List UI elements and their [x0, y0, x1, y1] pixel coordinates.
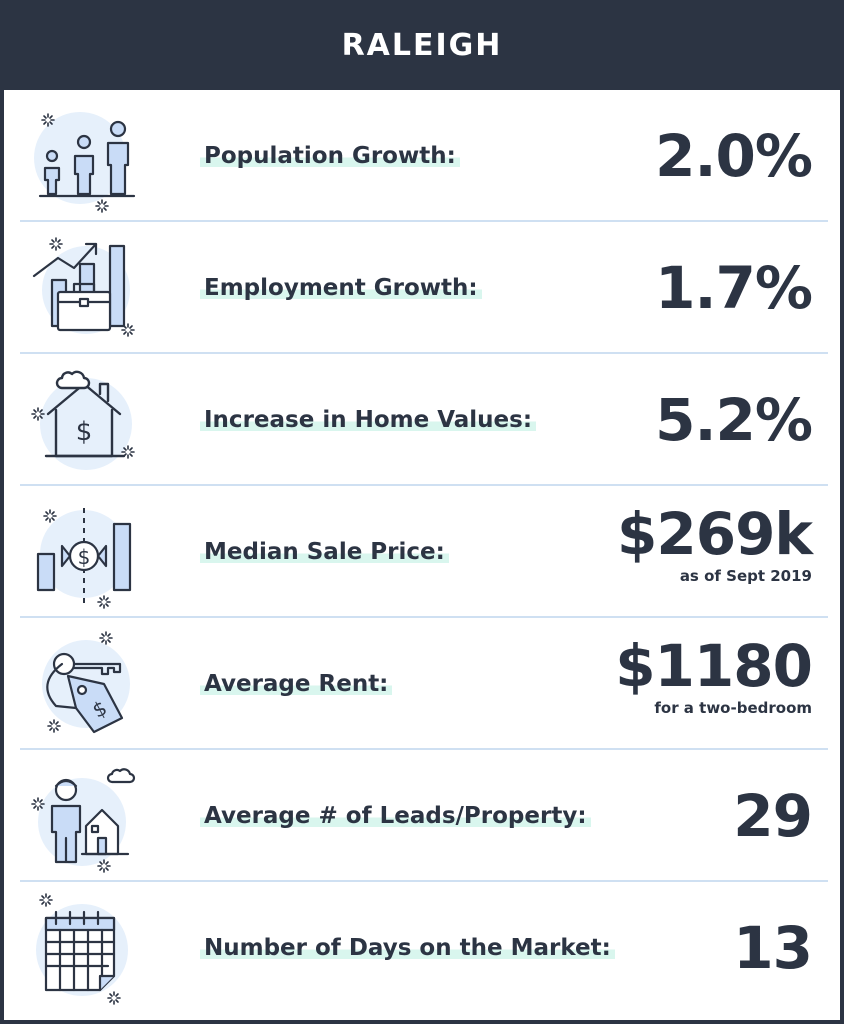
stat-row-median-sale-price: $ Median Sale Price: $269k as of Sept 20…: [4, 486, 840, 618]
stat-value: 2.0%: [655, 122, 813, 190]
stat-value: 1.7%: [655, 254, 813, 322]
stat-row-days-on-market: Number of Days on the Market: 13: [4, 882, 840, 1014]
row-divider: [20, 616, 828, 618]
stat-label: Average Rent:: [200, 671, 393, 697]
stat-value: $1180 for a two-bedroom: [615, 632, 813, 718]
stat-label: Increase in Home Values:: [200, 407, 537, 433]
stat-row-leads-per-property: Average # of Leads/Property: 29: [4, 750, 840, 882]
stat-row-average-rent: $ Average Rent: $1180 for a two-bedroom: [4, 618, 840, 750]
svg-text:$: $: [78, 545, 91, 569]
header: RALEIGH: [0, 0, 844, 90]
stat-value-note: for a two-bedroom: [654, 699, 812, 717]
stat-row-home-values: $ Increase in Home Values: 5.2%: [4, 354, 840, 486]
population-icon: [34, 112, 136, 213]
row-divider: [20, 220, 828, 222]
row-divider: [20, 880, 828, 882]
stat-value-main: 1.7%: [655, 254, 813, 322]
svg-text:$: $: [76, 417, 93, 447]
stat-label: Population Growth:: [200, 143, 460, 169]
briefcase-chart-icon: [32, 237, 135, 337]
page-title: RALEIGH: [341, 27, 503, 63]
row-divider: [20, 352, 828, 354]
stat-value-note: as of Sept 2019: [679, 567, 812, 585]
stat-row-employment-growth: Employment Growth: 1.7%: [4, 222, 840, 354]
key-tag-icon: $: [42, 631, 130, 734]
stat-value: 29: [733, 782, 813, 850]
stat-value: 13: [733, 914, 813, 982]
stat-value-main: 29: [733, 782, 813, 850]
stat-label: Employment Growth:: [200, 275, 482, 301]
stat-value-main: $1180: [615, 632, 813, 700]
row-divider: [20, 484, 828, 486]
stat-label: Average # of Leads/Property:: [200, 803, 591, 829]
stat-row-population-growth: Population Growth: 2.0%: [4, 90, 840, 222]
calendar-icon: [36, 893, 128, 1005]
stat-label: Median Sale Price:: [200, 539, 449, 565]
price-compare-icon: $: [36, 508, 132, 609]
stat-value-main: $269k: [617, 500, 813, 568]
person-house-icon: [31, 768, 136, 873]
stats-panel: Population Growth: 2.0%: [4, 90, 840, 1020]
stat-value: 5.2%: [655, 386, 813, 454]
stat-label: Number of Days on the Market:: [200, 935, 615, 961]
stat-value-main: 13: [733, 914, 813, 982]
stat-value: $269k as of Sept 2019: [617, 500, 813, 586]
row-divider: [20, 748, 828, 750]
stat-value-main: 2.0%: [655, 122, 813, 190]
house-dollar-icon: $: [31, 370, 135, 470]
stat-value-main: 5.2%: [655, 386, 813, 454]
